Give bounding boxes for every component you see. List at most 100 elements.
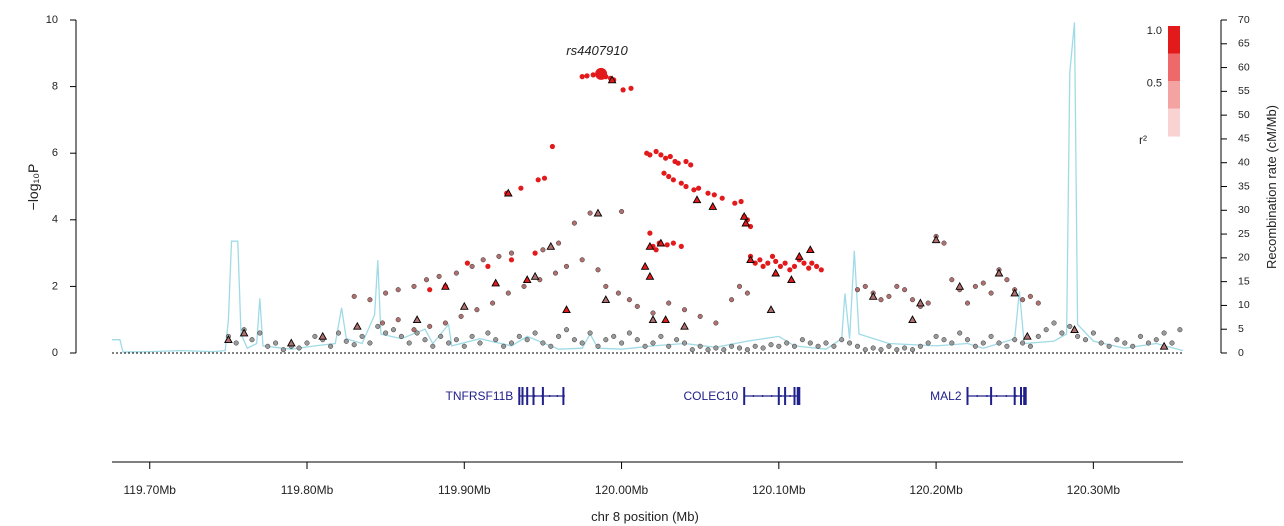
snp-point-high <box>541 175 548 181</box>
legend-color-swatch <box>1168 53 1180 82</box>
snp-triangle-mid <box>955 281 965 290</box>
snp-point-mid <box>496 253 502 259</box>
snp-point-mid <box>540 247 546 253</box>
snp-point-low <box>941 337 947 343</box>
snp-point-high <box>678 180 684 186</box>
y-left-tick-label: 0 <box>52 347 58 359</box>
y-left-tick-label: 2 <box>52 280 58 292</box>
snp-point-low <box>713 345 719 351</box>
snp-point-mid <box>666 300 672 306</box>
snp-point-mid <box>480 257 486 263</box>
snp-point-low <box>1020 340 1026 346</box>
snp-triangle-mid <box>352 321 362 330</box>
y-right-tick-label: 45 <box>1238 133 1250 145</box>
y-right-tick-label: 10 <box>1238 299 1250 311</box>
gene-exon <box>1024 387 1027 405</box>
snp-point-mid <box>411 283 417 289</box>
y-right-tick-label: 65 <box>1238 38 1250 50</box>
snp-point-mid <box>634 303 640 309</box>
snp-triangle-high <box>741 218 751 227</box>
snp-point-high <box>719 195 725 201</box>
snp-point-low <box>516 333 522 339</box>
snp-point-high <box>508 257 515 263</box>
legend-label-1: 1.0 <box>1147 25 1162 37</box>
snp-point-low <box>461 343 467 349</box>
snp-point-high <box>532 250 538 256</box>
x-tick-label: 119.90Mb <box>438 483 491 497</box>
snp-point-mid <box>595 267 601 273</box>
snp-point-mid <box>681 307 688 313</box>
snp-triangle-mid <box>1159 341 1169 350</box>
snp-point-low <box>1169 340 1175 346</box>
snp-point-low <box>839 337 845 343</box>
snp-point-low <box>571 337 577 343</box>
snp-point-low <box>1027 343 1033 349</box>
snp-point-mid <box>351 293 357 299</box>
snp-point-low <box>1067 323 1073 329</box>
snp-point-low <box>972 343 978 349</box>
snp-triangle-high <box>787 275 796 284</box>
snp-point-mid <box>1035 300 1041 306</box>
snp-point-high <box>791 263 798 269</box>
snp-point-low <box>367 340 373 346</box>
snp-point-low <box>233 340 239 346</box>
gene-strand-marker <box>525 395 528 397</box>
snp-point-mid <box>854 287 861 293</box>
snp-point-mid <box>729 297 735 303</box>
legend-color-swatch <box>1168 108 1180 137</box>
snp-point-mid <box>909 297 916 303</box>
snp-point-low <box>1059 330 1065 336</box>
snp-point-low <box>823 340 829 346</box>
snp-point-mid <box>395 317 401 323</box>
snp-point-low <box>335 330 342 336</box>
snp-point-mid <box>744 290 750 296</box>
gene-strand-marker <box>985 395 988 397</box>
snp-point-low <box>925 340 931 346</box>
snp-point-low <box>493 337 499 343</box>
gene-strand-marker <box>556 395 559 397</box>
snp-point-mid <box>697 313 703 319</box>
snp-point-low <box>477 340 483 346</box>
snp-point-low <box>768 342 774 348</box>
snp-point-low <box>406 340 412 346</box>
snp-point-high <box>485 263 491 269</box>
y-axis-right-label: Recombination rate (cM/Mb) <box>1264 105 1279 269</box>
snp-point-high <box>535 177 541 183</box>
gene-strand-marker <box>770 395 773 397</box>
x-tick-label: 120.10Mb <box>752 483 806 497</box>
snp-point-low <box>862 347 868 353</box>
snp-triangle-mid <box>868 291 878 300</box>
snp-point-high <box>427 287 433 293</box>
snp-point-mid <box>949 277 955 283</box>
y-right-tick-label: 30 <box>1238 204 1250 216</box>
snp-point-low <box>736 345 743 351</box>
snp-point-high <box>628 85 634 91</box>
snp-point-high <box>653 247 659 253</box>
gene-exon <box>518 387 521 405</box>
snp-point-mid <box>411 327 417 333</box>
gene-exon <box>990 387 993 405</box>
snp-point-high <box>667 153 673 160</box>
snp-point-high <box>549 143 556 150</box>
snp-triangle-mid <box>1022 331 1032 340</box>
snp-point-high <box>738 198 744 205</box>
snp-point-high <box>818 267 824 273</box>
gene-strand-marker <box>789 395 792 397</box>
snp-point-high <box>647 230 653 236</box>
snp-point-low <box>996 340 1002 346</box>
snp-point-low <box>909 347 916 353</box>
snp-point-mid <box>436 273 442 279</box>
snp-point-low <box>524 337 530 343</box>
snp-point-low <box>870 345 876 351</box>
snp-point-low <box>650 340 656 346</box>
snp-point-low <box>603 337 609 343</box>
snp-point-low <box>1161 330 1167 336</box>
y-right-tick-label: 15 <box>1238 275 1250 287</box>
x-tick-label: 119.80Mb <box>281 483 334 497</box>
snp-point-high <box>814 263 820 269</box>
snp-point-mid <box>579 257 585 263</box>
gene-strand-marker <box>995 395 998 397</box>
snp-triangle-mid <box>412 315 422 324</box>
y-left-tick-label: 4 <box>52 214 58 226</box>
snp-point-high <box>769 253 776 259</box>
